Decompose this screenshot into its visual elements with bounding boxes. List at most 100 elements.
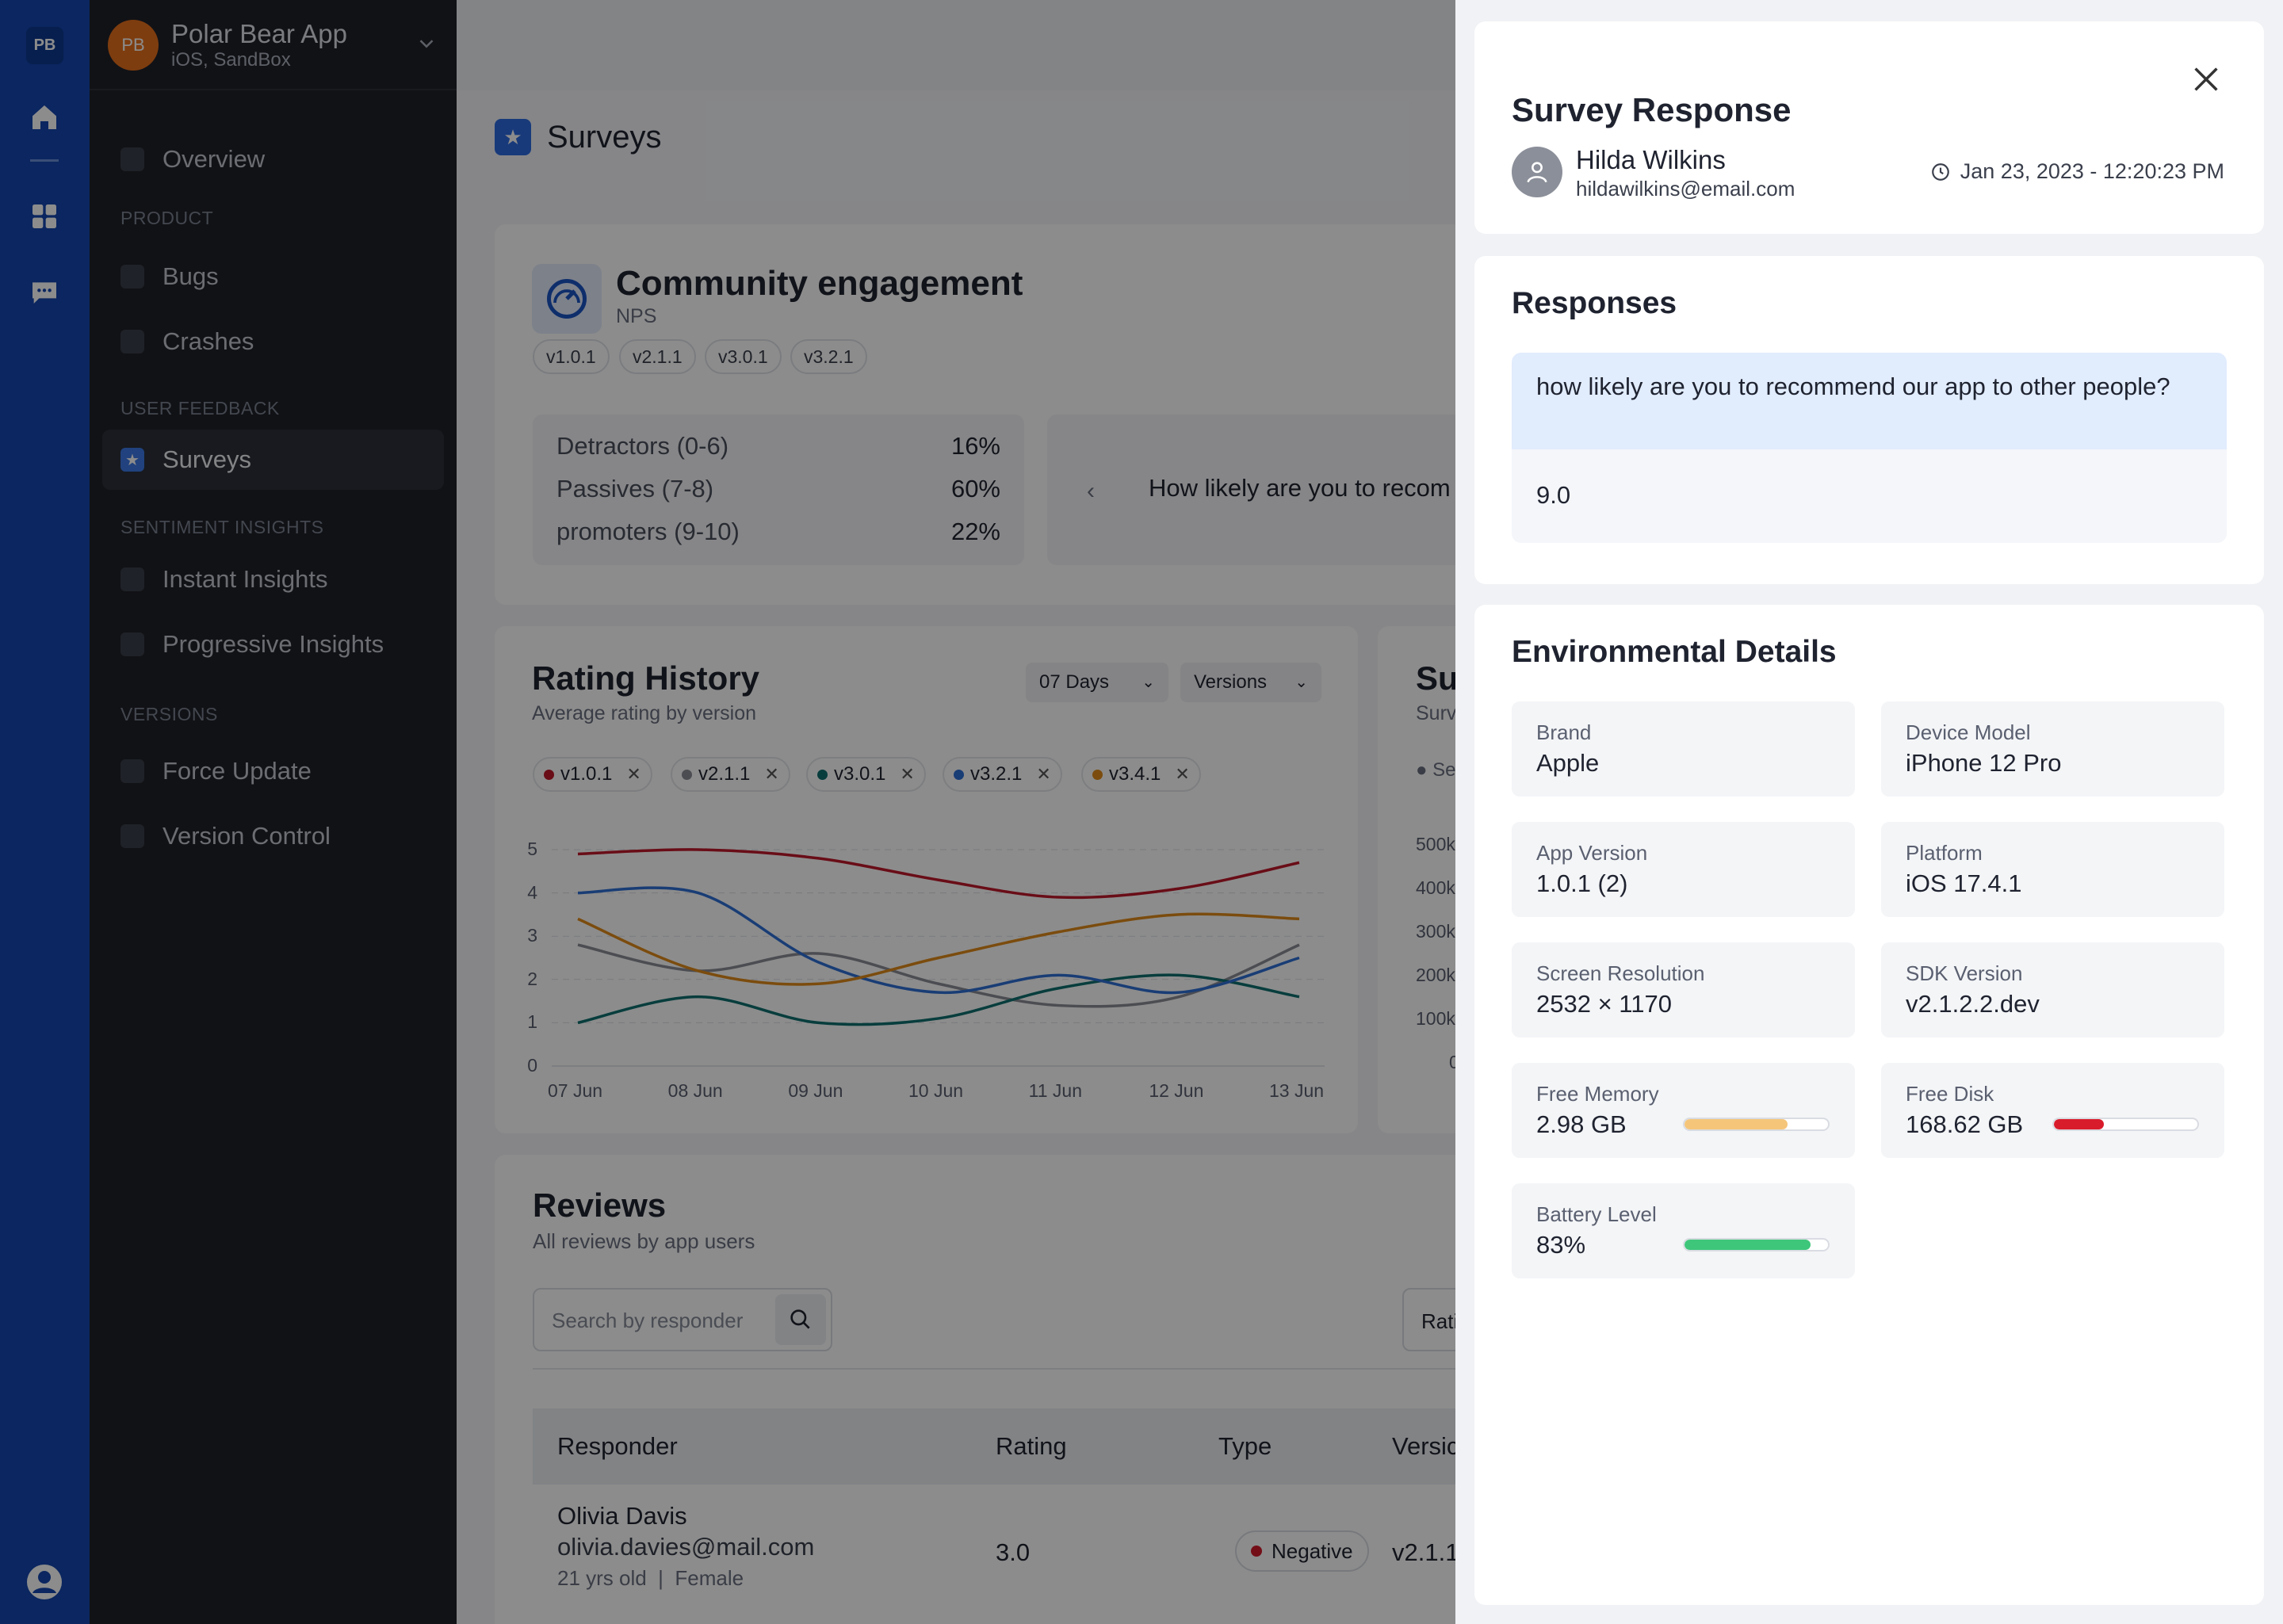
column-header[interactable]: Responder — [557, 1432, 678, 1460]
response-question: how likely are you to recommend our app … — [1512, 353, 2227, 449]
legend-chip[interactable]: v3.2.1 ✕ — [943, 757, 1062, 792]
sidebar-item-label: Surveys — [163, 445, 251, 473]
version-chip[interactable]: v1.0.1 — [533, 339, 610, 374]
section-versions: VERSIONS — [120, 704, 218, 724]
panel-title: Survey Response — [1512, 91, 1792, 128]
column-header[interactable]: Type — [1218, 1432, 1272, 1460]
section-sentiment-insights: SENTIMENT INSIGHTS — [120, 517, 324, 537]
period-dropdown[interactable]: 07 Days ⌄ — [1026, 663, 1168, 702]
y-tick: 200k — [1416, 965, 1455, 985]
survey-title: Community engagement — [616, 264, 1023, 303]
search-button[interactable] — [775, 1294, 826, 1345]
close-icon[interactable] — [2188, 61, 2224, 97]
responder-email: olivia.davies@mail.com — [557, 1533, 815, 1561]
chart-svg — [552, 848, 1325, 1067]
workspace-logo[interactable]: PB — [26, 27, 63, 64]
y-tick-label: 4 — [527, 881, 537, 903]
version-chip[interactable]: v3.2.1 — [790, 339, 867, 374]
column-header[interactable]: Versic — [1392, 1432, 1459, 1460]
sidebar-item-force-update[interactable]: Force Update — [102, 741, 444, 801]
close-icon: ✕ — [1036, 764, 1051, 784]
sidebar-item-crashes[interactable]: Crashes — [102, 311, 444, 372]
sidebar-item-progressive-insights[interactable]: Progressive Insights — [102, 614, 444, 674]
search-placeholder: Search by responder — [552, 1309, 744, 1332]
user-email: hildawilkins@email.com — [1576, 177, 1795, 201]
summary-subtitle: Surv — [1416, 702, 1457, 724]
detail-platform: Platform iOS 17.4.1 — [1881, 822, 2224, 917]
chevron-down-icon: ⌄ — [1294, 674, 1308, 691]
home-icon[interactable] — [29, 101, 60, 133]
chat-icon[interactable] — [29, 276, 60, 308]
y-tick-label: 5 — [527, 839, 537, 859]
reviews-title: Reviews — [533, 1186, 667, 1224]
env-title: Environmental Details — [1512, 635, 1837, 669]
chevron-down-icon: ⌄ — [1142, 674, 1155, 691]
rating-history-card: Rating History Average rating by version… — [495, 626, 1358, 1133]
column-header[interactable]: Rating — [996, 1432, 1067, 1460]
top-bar — [457, 0, 1455, 90]
search-input[interactable]: Search by responder — [533, 1288, 832, 1351]
version-value: v2.1.1 — [1392, 1538, 1459, 1566]
stat-row: Passives (7-8) 60% — [556, 475, 1000, 502]
version-chip[interactable]: v3.0.1 — [705, 339, 782, 374]
close-icon: ✕ — [1175, 764, 1190, 784]
stat-row: promoters (9-10) 22% — [556, 518, 1000, 545]
section-product: PRODUCT — [120, 208, 214, 228]
sidebar-item-overview[interactable]: Overview — [102, 129, 444, 189]
survey-response-panel: Survey Response Hilda Wilkins hildawilki… — [1455, 0, 2283, 1624]
responses-card: Responses how likely are you to recommen… — [1474, 256, 2264, 584]
table-row[interactable]: Olivia Davis olivia.davies@mail.com 21 y… — [533, 1485, 1516, 1624]
clock-icon — [1931, 162, 1949, 181]
app-avatar: PB — [108, 20, 159, 71]
detail-screen-resolution: Screen Resolution 2532 × 1170 — [1512, 942, 1855, 1037]
chevron-left-icon[interactable]: ‹ — [1087, 478, 1095, 504]
chevron-down-icon — [419, 40, 434, 48]
stat-row: Detractors (0-6) 16% — [556, 432, 1000, 460]
detail-free-disk: Free Disk 168.62 GB — [1881, 1063, 2224, 1158]
y-tick-label: 2 — [527, 968, 537, 989]
legend-chip[interactable]: v2.1.1 ✕ — [671, 757, 790, 792]
version-chip[interactable]: v2.1.1 — [619, 339, 696, 374]
user-avatar-icon — [1512, 147, 1562, 197]
sidebar-item-version-control[interactable]: Version Control — [102, 806, 444, 866]
rating-value: 3.0 — [996, 1538, 1031, 1566]
star-icon: ★ — [120, 448, 144, 472]
sidebar-item-instant-insights[interactable]: Instant Insights — [102, 549, 444, 609]
sidebar-item-label: Version Control — [163, 822, 331, 850]
sidebar-item-label: Instant Insights — [163, 565, 328, 593]
memory-bar — [1683, 1118, 1830, 1131]
y-tick-label: 0 — [527, 1055, 537, 1076]
x-tick-label: 11 Jun — [1028, 1080, 1083, 1101]
modal-backdrop[interactable] — [0, 0, 1455, 1624]
response-date: Jan 23, 2023 - 12:20:23 PM — [1930, 159, 2224, 184]
app-name: Polar Bear App — [171, 19, 347, 48]
page-title-text: Surveys — [547, 119, 662, 155]
legend-chip[interactable]: v3.0.1 ✕ — [806, 757, 926, 792]
x-tick-label: 08 Jun — [667, 1080, 723, 1101]
detail-battery-level: Battery Level 83% — [1512, 1183, 1855, 1278]
grid-icon[interactable] — [29, 201, 60, 232]
x-tick-label: 09 Jun — [788, 1080, 843, 1101]
sidebar-item-label: Force Update — [163, 757, 312, 785]
legend-chip[interactable]: v3.4.1 ✕ — [1081, 757, 1201, 792]
series-line-v3.2.1 — [577, 886, 1300, 995]
legend-chip[interactable]: v1.0.1 ✕ — [533, 757, 652, 792]
responder-name: Olivia Davis — [557, 1502, 687, 1530]
close-icon: ✕ — [764, 764, 779, 784]
y-tick: 500k — [1416, 834, 1455, 854]
sidebar-item-bugs[interactable]: Bugs — [102, 246, 444, 307]
y-tick-label: 1 — [527, 1011, 537, 1033]
detail-device-model: Device Model iPhone 12 Pro — [1881, 701, 2224, 797]
close-icon: ✕ — [900, 764, 915, 784]
user-name: Hilda Wilkins — [1576, 145, 1726, 174]
summary-title: Su — [1416, 659, 1459, 697]
app-switcher[interactable]: PB Polar Bear App iOS, SandBox — [90, 0, 457, 90]
response-answer: 9.0 — [1512, 449, 2227, 543]
detail-brand: Brand Apple — [1512, 701, 1855, 797]
user-circle-icon[interactable] — [25, 1563, 63, 1601]
versions-dropdown[interactable]: Versions ⌄ — [1180, 663, 1321, 702]
divider — [533, 1368, 1516, 1370]
table-header: Responder Rating Type Versic — [533, 1408, 1516, 1485]
sidebar-item-surveys[interactable]: ★ Surveys — [102, 430, 444, 490]
question-text: How likely are you to recom — [1149, 474, 1451, 502]
